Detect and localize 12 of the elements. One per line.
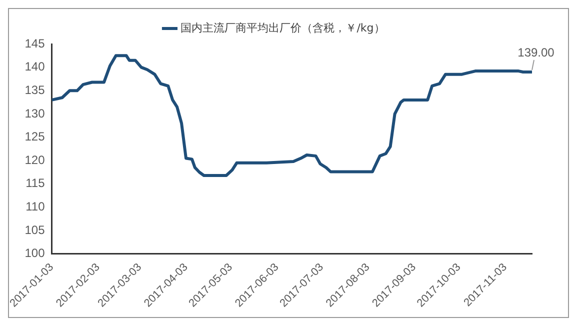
legend-label: 国内主流厂商平均出厂价（含税，￥/kg） [180,21,385,34]
y-tick-label: 120 [24,152,46,167]
y-tick-label: 135 [24,82,46,97]
y-tick-label: 110 [26,200,46,214]
y-tick-label: 145 [24,36,46,50]
annotation: 139.00 [518,45,555,60]
y-tick-label: 125 [24,130,46,144]
y-tick-label: 105 [24,222,46,237]
y-tick-label: 130 [24,106,46,120]
y-tick-label: 140 [24,60,46,74]
y-tick-label: 100 [24,246,46,260]
y-tick-label: 115 [26,176,46,190]
